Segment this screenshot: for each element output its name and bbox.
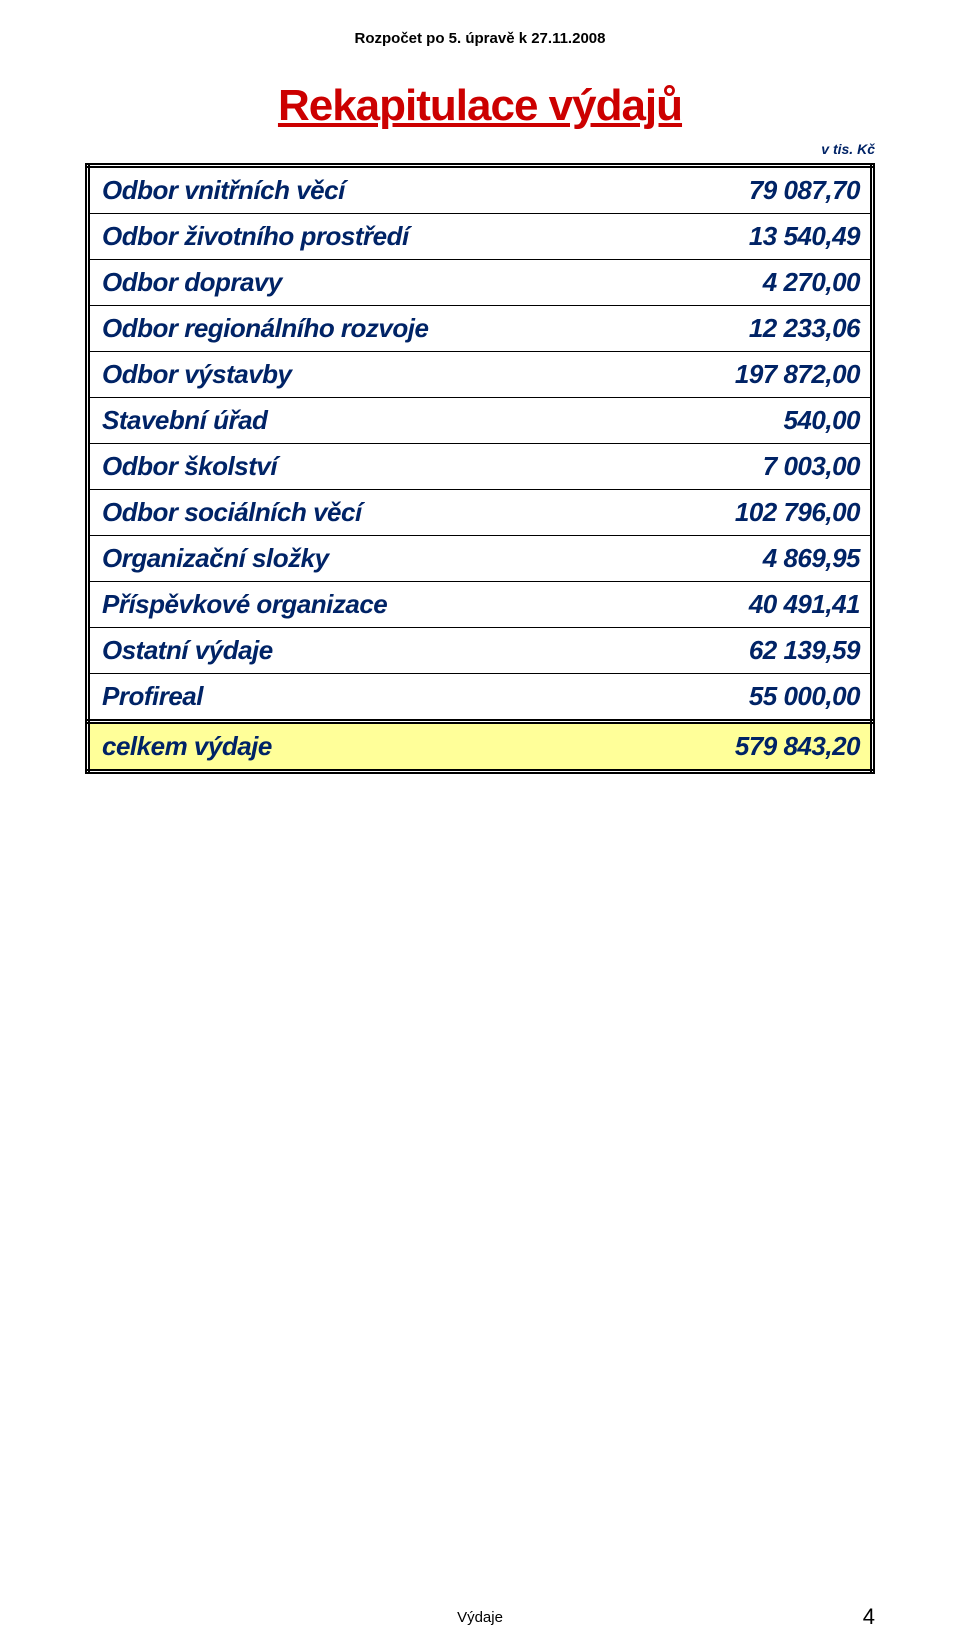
table-row: Profireal55 000,00	[90, 674, 870, 720]
row-value: 540,00	[574, 398, 870, 444]
row-value: 4 869,95	[574, 536, 870, 582]
total-value: 579 843,20	[574, 724, 870, 769]
table-row: Odbor sociálních věcí102 796,00	[90, 490, 870, 536]
budget-table: Odbor vnitřních věcí79 087,70Odbor život…	[85, 163, 875, 774]
table-row: Odbor dopravy4 270,00	[90, 260, 870, 306]
table-row: Organizační složky4 869,95	[90, 536, 870, 582]
table-row: Ostatní výdaje62 139,59	[90, 628, 870, 674]
table-row-total: celkem výdaje 579 843,20	[90, 724, 870, 769]
footer-center-text: Výdaje	[85, 1609, 875, 1626]
unit-label: v tis. Kč	[85, 141, 875, 157]
footer: Výdaje 4	[0, 1609, 960, 1626]
table-row: Odbor školství7 003,00	[90, 444, 870, 490]
table-row: Odbor regionálního rozvoje12 233,06	[90, 306, 870, 352]
row-label: Stavební úřad	[90, 398, 574, 444]
row-value: 12 233,06	[574, 306, 870, 352]
footer-page-number: 4	[863, 1604, 875, 1630]
table-row: Příspěvkové organizace40 491,41	[90, 582, 870, 628]
row-value: 55 000,00	[574, 674, 870, 720]
row-label: Příspěvkové organizace	[90, 582, 574, 628]
row-label: Odbor regionálního rozvoje	[90, 306, 574, 352]
row-value: 102 796,00	[574, 490, 870, 536]
row-label: Odbor vnitřních věcí	[90, 168, 574, 214]
row-value: 13 540,49	[574, 214, 870, 260]
header-note: Rozpočet po 5. úpravě k 27.11.2008	[85, 30, 875, 47]
row-value: 4 270,00	[574, 260, 870, 306]
row-value: 7 003,00	[574, 444, 870, 490]
row-label: Odbor dopravy	[90, 260, 574, 306]
row-value: 79 087,70	[574, 168, 870, 214]
budget-table-body: Odbor vnitřních věcí79 087,70Odbor život…	[90, 168, 870, 719]
row-value: 197 872,00	[574, 352, 870, 398]
row-label: Odbor sociálních věcí	[90, 490, 574, 536]
row-value: 40 491,41	[574, 582, 870, 628]
page-title: Rekapitulace výdajů	[85, 81, 875, 131]
row-label: Ostatní výdaje	[90, 628, 574, 674]
row-label: Profireal	[90, 674, 574, 720]
total-label: celkem výdaje	[90, 724, 574, 769]
row-label: Odbor výstavby	[90, 352, 574, 398]
table-row: Stavební úřad540,00	[90, 398, 870, 444]
row-label: Organizační složky	[90, 536, 574, 582]
row-label: Odbor životního prostředí	[90, 214, 574, 260]
table-row: Odbor vnitřních věcí79 087,70	[90, 168, 870, 214]
budget-table-total: celkem výdaje 579 843,20	[90, 724, 870, 769]
row-label: Odbor školství	[90, 444, 574, 490]
table-row: Odbor výstavby197 872,00	[90, 352, 870, 398]
table-row: Odbor životního prostředí13 540,49	[90, 214, 870, 260]
row-value: 62 139,59	[574, 628, 870, 674]
